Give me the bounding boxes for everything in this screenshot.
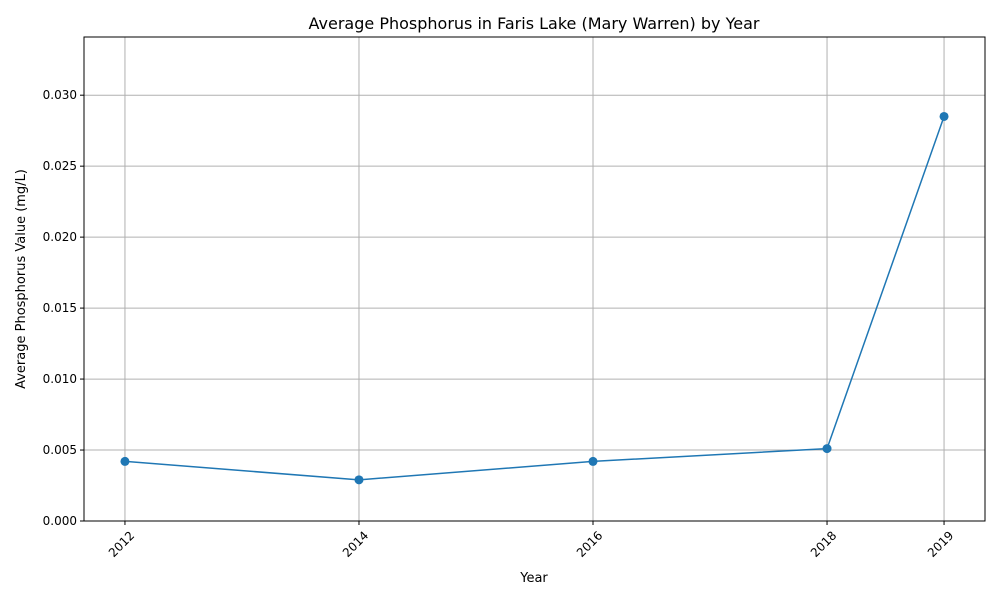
plot-area-frame xyxy=(83,36,986,522)
y-tick-label: 0.010 xyxy=(43,372,77,386)
x-tick-label: 2012 xyxy=(106,528,137,559)
data-point xyxy=(822,444,832,454)
y-tick-label: 0.030 xyxy=(43,88,77,102)
y-axis-title: Average Phosphorus Value (mg/L) xyxy=(14,169,29,389)
y-tick-label: 0.005 xyxy=(43,443,77,457)
data-point xyxy=(354,475,364,485)
x-tick-label: 2019 xyxy=(925,528,956,559)
x-axis-title: Year xyxy=(519,571,548,586)
x-tick-label: 2014 xyxy=(340,528,371,559)
chart-title: Average Phosphorus in Faris Lake (Mary W… xyxy=(309,14,760,33)
axis-ticks: 2012 2014 2016 2018 2019 0.000 0.005 0.010 0.015… xyxy=(43,88,957,560)
y-tick-label: 0.020 xyxy=(43,230,77,244)
data-point xyxy=(120,456,130,466)
data-point xyxy=(939,111,949,121)
grid xyxy=(84,37,985,522)
series-layer xyxy=(120,111,949,485)
y-tick-label: 0.000 xyxy=(43,514,77,528)
y-tick-label: 0.015 xyxy=(43,301,77,315)
x-tick-label: 2016 xyxy=(574,528,605,559)
x-tick-label: 2018 xyxy=(808,528,839,559)
series-line xyxy=(124,116,945,481)
y-tick-label: 0.025 xyxy=(43,159,77,173)
data-point xyxy=(588,456,598,466)
